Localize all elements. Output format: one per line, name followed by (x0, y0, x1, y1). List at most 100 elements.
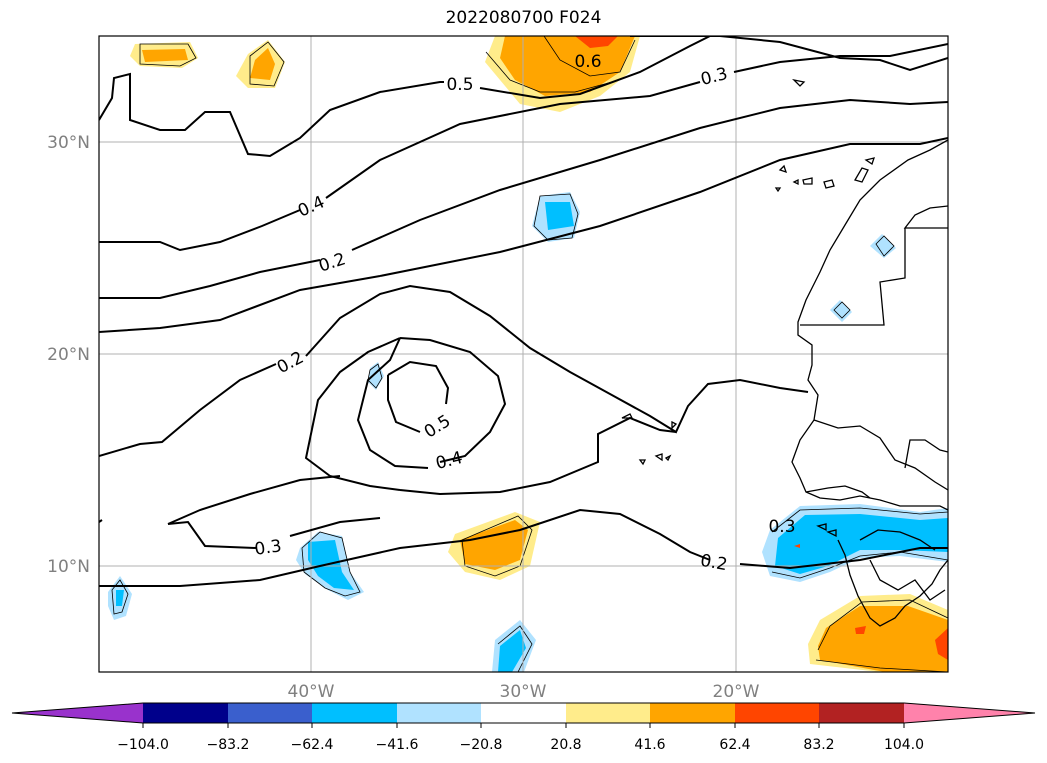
contour-line (351, 98, 948, 251)
negative-shade-region (116, 590, 124, 606)
island-outline (864, 157, 875, 166)
colorbar-tick-label: −104.0 (117, 737, 169, 753)
contour-line (733, 43, 948, 73)
colorbar-segment (12, 703, 143, 723)
contour-line (479, 36, 711, 100)
shade-outline (111, 579, 129, 615)
contour-label: 0.3 (253, 536, 283, 560)
shade-outline (533, 193, 579, 241)
colorbar-segment (397, 703, 481, 723)
country-border (903, 205, 948, 229)
colorbar-tick-label: −20.8 (460, 737, 503, 753)
contour-line (99, 508, 711, 587)
contour-line (399, 416, 677, 496)
shade-outline (367, 363, 383, 389)
shade-outline (249, 41, 285, 87)
contour-line (167, 475, 341, 525)
contour-line (739, 547, 948, 570)
lat-label: 30°N (47, 133, 90, 153)
contour-label: 0.2 (699, 551, 729, 575)
coastlines (621, 78, 948, 627)
contour-line (99, 72, 460, 158)
negative-shade-region (498, 630, 526, 672)
positive-shade-region (142, 49, 188, 62)
contour-label: 0.5 (421, 411, 455, 442)
island-outline (774, 187, 782, 193)
contour-line (305, 284, 809, 434)
lat-label: 20°N (47, 345, 90, 365)
shade-outline (139, 43, 197, 67)
contour-line (356, 337, 429, 469)
colorbar-tick-label: −83.2 (207, 737, 250, 753)
contour-line (387, 375, 421, 433)
contour-line (399, 337, 507, 463)
contour-line (99, 363, 277, 457)
contour-line (99, 275, 381, 333)
island-outline (823, 179, 835, 189)
island-outline (671, 420, 678, 430)
island-outline (638, 459, 647, 466)
lon-label: 30°W (500, 682, 547, 702)
contour-label: 0.3 (699, 64, 730, 90)
contour-line (325, 81, 701, 199)
map-frame (98, 35, 949, 673)
negative-shade-region (775, 514, 948, 574)
colorbar-segment (312, 703, 397, 723)
positive-shade-region (855, 626, 866, 634)
contour-line (99, 259, 321, 299)
shade-outline (485, 51, 613, 93)
contour-line (387, 360, 450, 405)
contour-line (304, 337, 401, 491)
colorbar-segment (819, 703, 904, 723)
shade-outline (875, 235, 895, 257)
shade-outline (833, 301, 851, 319)
colorbar-segment (228, 703, 312, 723)
island-outline (664, 454, 672, 462)
contour-line (167, 520, 257, 549)
colorbar-ticks (142, 723, 905, 728)
shade-outline (815, 659, 948, 672)
colorbar: −104.0 −83.2 −62.4 −41.6 −20.8 20.8 41.6… (11, 702, 1036, 753)
contour-lines (99, 36, 948, 587)
contour-line (99, 209, 301, 252)
lat-label: 10°N (47, 557, 90, 577)
country-border (813, 419, 948, 491)
positive-shade-region (500, 36, 635, 96)
island-outline (792, 78, 806, 87)
country-border (869, 559, 946, 601)
contour-line (289, 517, 381, 537)
colorbar-segment (143, 703, 228, 723)
positive-shade-region (935, 628, 948, 660)
negative-shade-region (308, 540, 354, 590)
positive-shade-region (794, 544, 800, 548)
positive-shade-region (250, 48, 275, 80)
island-outline (778, 164, 788, 174)
country-border (805, 485, 871, 499)
contour-label: 0.2 (316, 249, 348, 276)
colorbar-tick-label: −62.4 (291, 737, 334, 753)
colorbar-tick-label: −41.6 (376, 737, 419, 753)
positive-shade-region (575, 36, 618, 48)
country-border (800, 228, 906, 326)
contour-label: 0.4 (295, 192, 328, 221)
map-plot-area: 0.5 0.6 0.3 0.4 0.2 0.2 0.5 0.4 0.3 0.2 … (99, 36, 948, 672)
island-outline (826, 529, 837, 538)
shade-outline (497, 625, 533, 672)
island-outline (654, 453, 663, 462)
colorbar-tick-label: 83.2 (803, 737, 834, 753)
colorbar-segment (650, 703, 735, 723)
contour-line (379, 137, 948, 277)
shade-outline (771, 507, 948, 533)
colorbar-segment (566, 703, 650, 723)
contour-label: 0.2 (274, 348, 307, 378)
chart-title: 2022080700 F024 (445, 8, 602, 28)
shade-outline (543, 36, 636, 77)
colorbar-tick-label: 20.8 (550, 737, 581, 753)
contour-label-group: 0.5 0.6 0.3 0.4 0.2 0.2 0.5 0.4 0.3 0.2 … (253, 52, 795, 575)
contour-label: 0.6 (574, 52, 601, 72)
positive-shade-region (818, 606, 948, 672)
colorbar-segment (735, 703, 819, 723)
lon-label: 20°W (713, 682, 760, 702)
contour-label: 0.4 (434, 448, 465, 474)
